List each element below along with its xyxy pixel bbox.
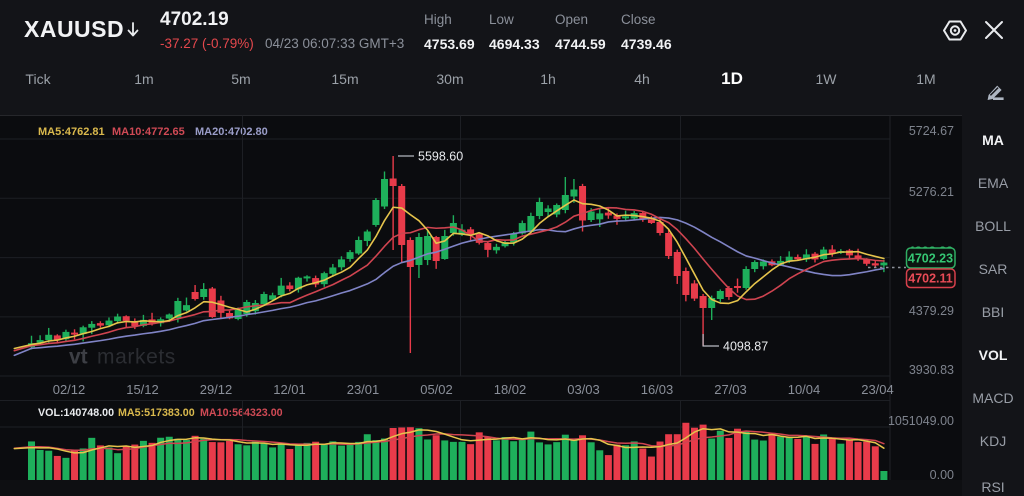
svg-text:5598.60: 5598.60 [418,150,463,164]
svg-text:markets: markets [97,346,176,369]
svg-text:vt: vt [69,346,88,369]
svg-text:4098.87: 4098.87 [723,340,768,354]
svg-text:4702.23: 4702.23 [908,252,953,266]
svg-text:4702.11: 4702.11 [908,272,953,286]
